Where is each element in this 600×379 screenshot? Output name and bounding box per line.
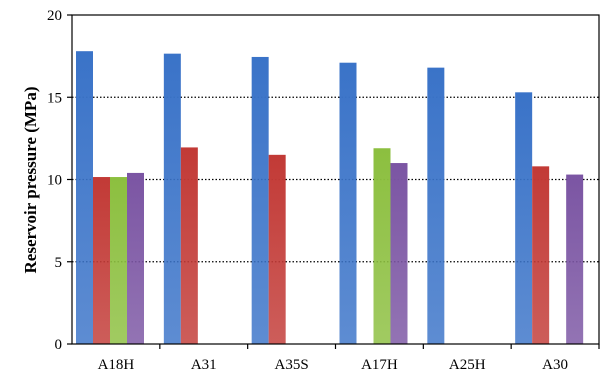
x-tick-label-A17H: A17H (361, 357, 398, 373)
y-tick-label-20: 20 (47, 8, 62, 24)
bar-A31-1 (163, 53, 181, 344)
bar-A18H-1 (76, 51, 93, 344)
gridlines (72, 96, 599, 263)
bar-A25H-1 (427, 67, 445, 344)
y-tick-label-5: 5 (55, 255, 63, 271)
y-axis-title: Reservoir pressure (MPa) (21, 87, 40, 274)
y-tick-labels: 0 5 10 15 20 (47, 8, 62, 353)
bar-A17H-3 (373, 148, 391, 344)
bar-A17H-4 (390, 163, 408, 344)
x-tick-label-A31: A31 (191, 357, 217, 373)
bar-A18H-2 (93, 177, 110, 344)
axes (67, 14, 600, 349)
bar-A18H-3 (110, 177, 127, 344)
y-tick-label-10: 10 (47, 173, 62, 189)
x-tick-labels: A18H A31 A35S A17H A25H A30 (98, 357, 568, 373)
bar-A35S-2 (268, 154, 286, 344)
bar-A30-2 (532, 166, 550, 344)
x-tick-label-A35S: A35S (274, 357, 308, 373)
bar-A35S-1 (251, 56, 269, 344)
x-tick-label-A18H: A18H (98, 357, 135, 373)
bar-A31-2 (180, 147, 198, 344)
x-tick-label-A30: A30 (542, 357, 568, 373)
bars (76, 51, 584, 345)
bar-A30-1 (515, 92, 533, 344)
bar-A17H-1 (339, 62, 357, 345)
bar-A18H-4 (127, 172, 144, 344)
y-tick-label-15: 15 (47, 90, 62, 106)
x-tick-label-A25H: A25H (449, 357, 486, 373)
bar-A30-4 (566, 174, 584, 344)
y-tick-label-0: 0 (55, 337, 63, 353)
